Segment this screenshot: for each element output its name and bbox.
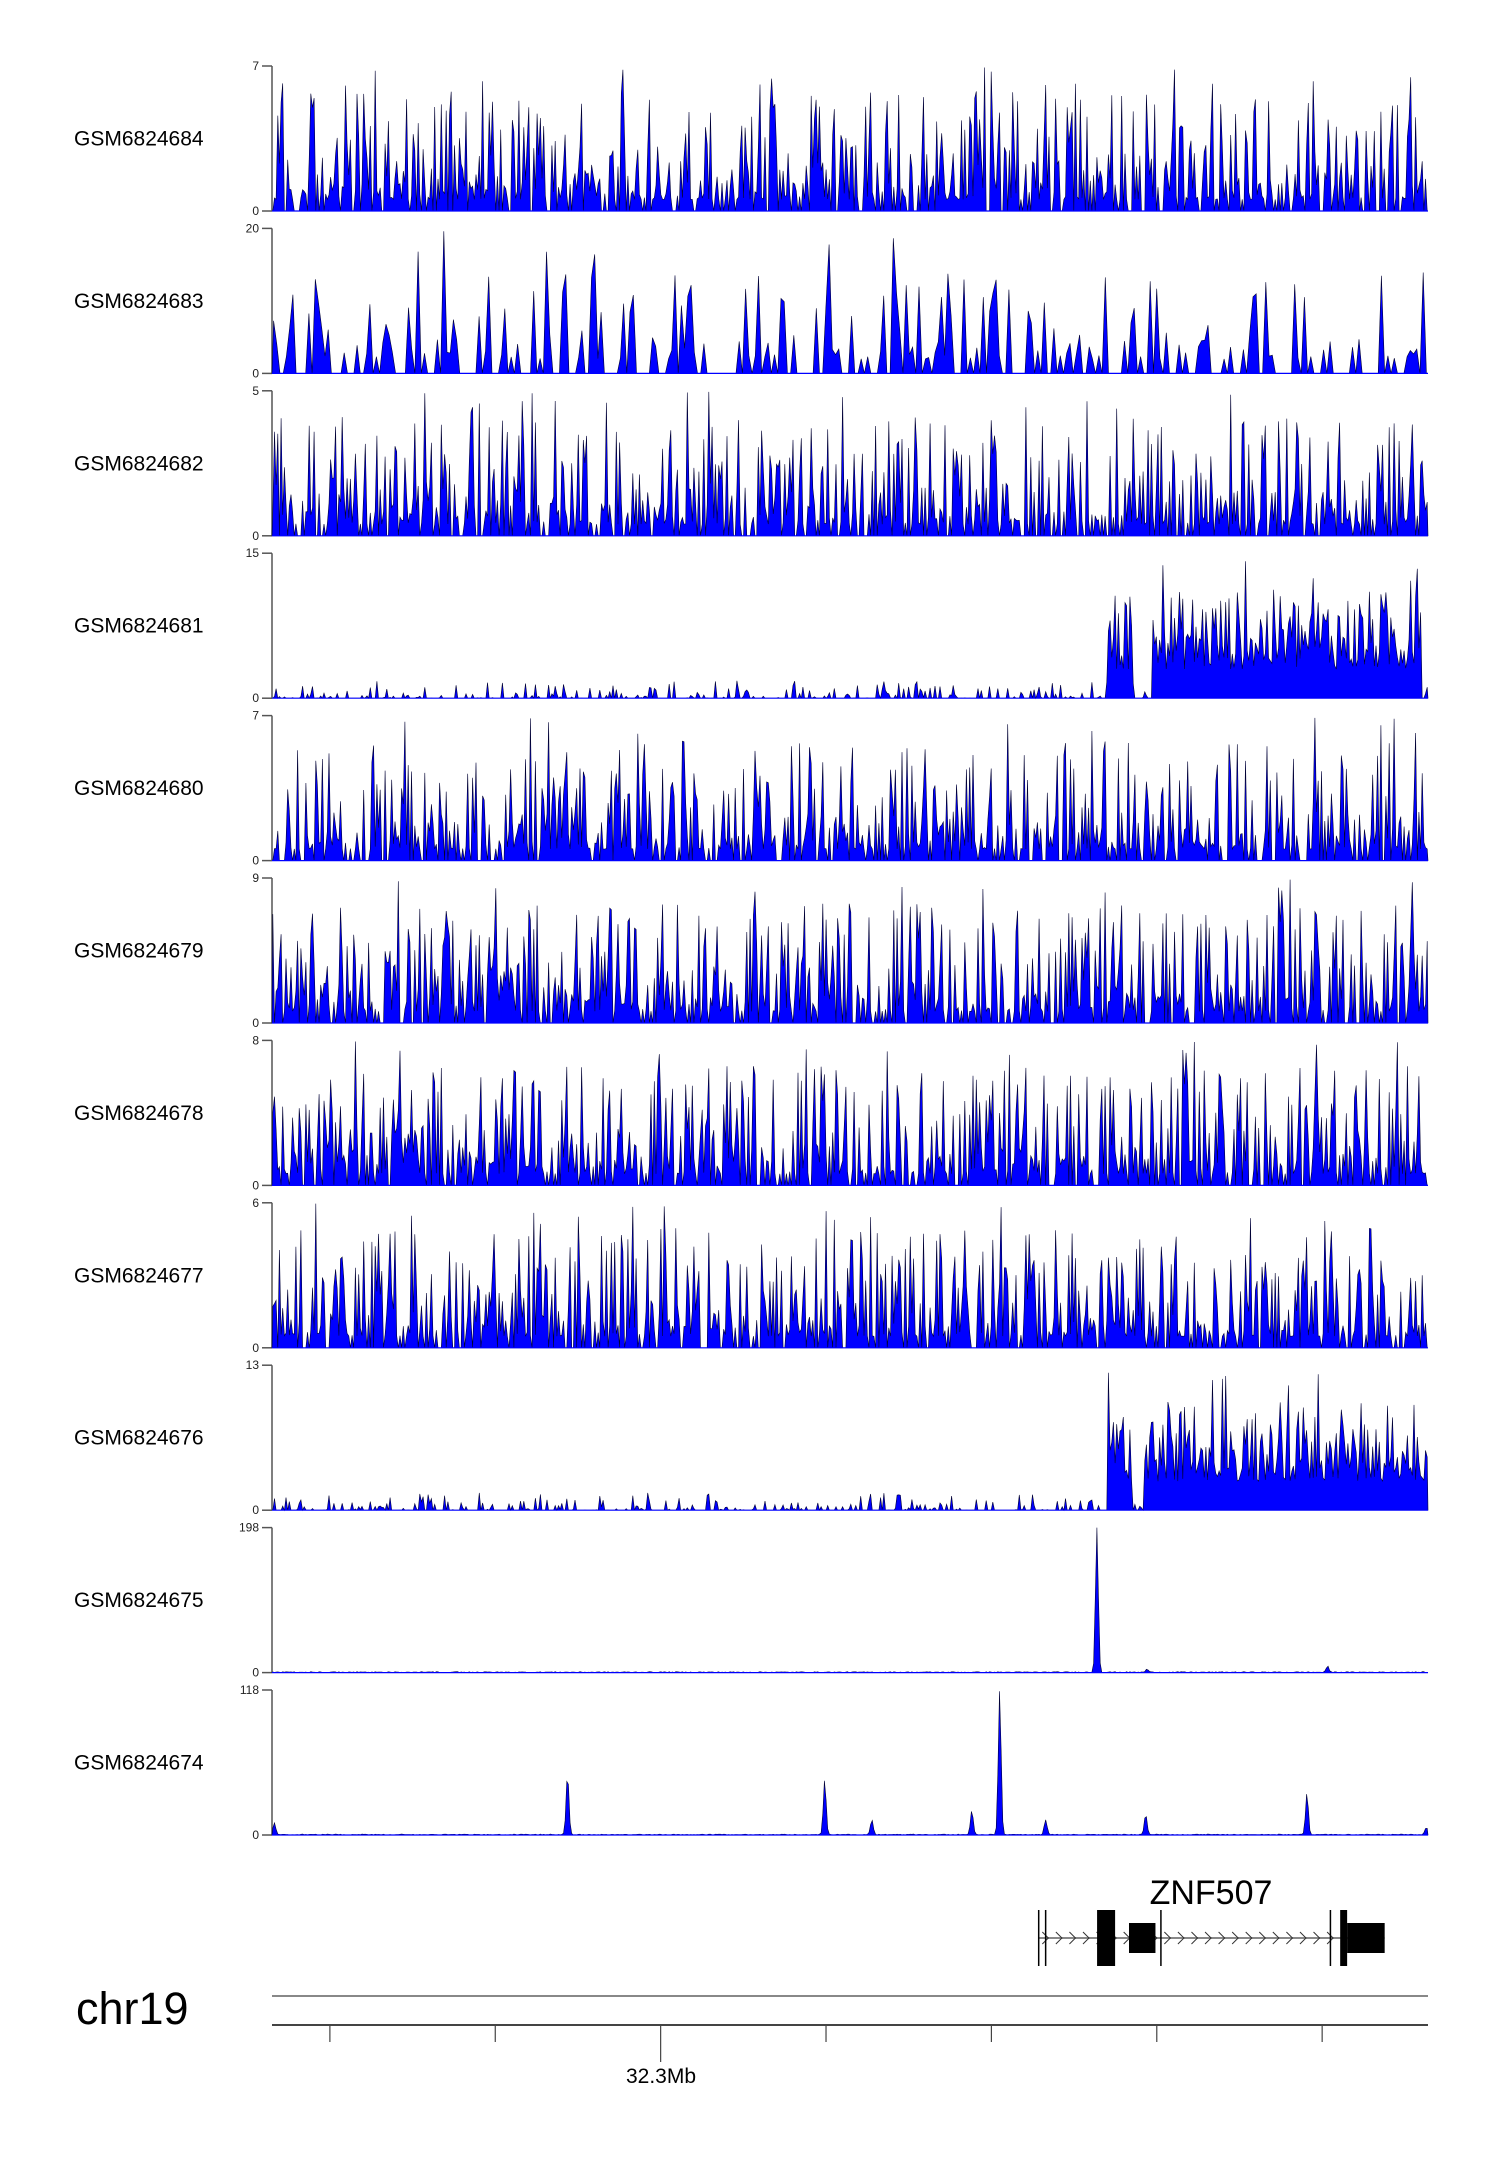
exon — [1097, 1910, 1116, 1966]
y-tick-label-max: 8 — [252, 1033, 259, 1047]
y-tick-label-min: 0 — [252, 1178, 259, 1192]
gene-annotation-track: ZNF507 — [1037, 1874, 1385, 1966]
y-tick-label-max: 198 — [239, 1521, 259, 1535]
y-tick-label-max: 20 — [246, 221, 260, 235]
track-GSM6824676: GSM6824676 13 0 — [74, 1358, 1429, 1517]
strand-arrow-icon — [1231, 1931, 1239, 1945]
strand-arrow-icon — [1326, 1931, 1334, 1945]
exon — [1128, 1923, 1156, 1953]
track-GSM6824679: GSM6824679 9 0 — [74, 871, 1429, 1030]
y-tick-label-max: 7 — [252, 709, 259, 723]
track-label: GSM6824675 — [74, 1589, 204, 1612]
track-GSM6824675: GSM6824675 198 0 — [74, 1521, 1429, 1680]
signal-area — [271, 1527, 1429, 1673]
y-tick-label-max: 7 — [252, 59, 259, 73]
strand-arrow-icon — [1245, 1931, 1253, 1945]
track-label: GSM6824677 — [74, 1264, 204, 1287]
signal-area — [271, 1203, 1428, 1349]
strand-arrow-icon — [1164, 1931, 1172, 1945]
track-label: GSM6824678 — [74, 1102, 204, 1125]
y-tick-label-min: 0 — [252, 1666, 259, 1680]
x-tick-label: 32.3Mb — [626, 2065, 696, 2088]
track-GSM6824684: GSM6824684 7 0 — [74, 59, 1428, 218]
strand-arrow-icon — [1069, 1931, 1077, 1945]
strand-arrow-icon — [1299, 1931, 1307, 1945]
signal-area — [271, 1041, 1428, 1186]
y-tick-label-min: 0 — [252, 204, 259, 218]
y-tick-label-max: 6 — [252, 1196, 259, 1210]
y-tick-label-min: 0 — [252, 1828, 259, 1842]
strand-arrow-icon — [1204, 1931, 1212, 1945]
track-GSM6824681: GSM6824681 15 0 — [74, 546, 1429, 705]
y-tick-label-min: 0 — [252, 691, 259, 705]
track-label: GSM6824680 — [74, 777, 204, 800]
track-GSM6824682: GSM6824682 5 0 — [74, 384, 1429, 543]
strand-arrow-icon — [1218, 1931, 1226, 1945]
signal-area — [272, 1372, 1429, 1512]
track-GSM6824680: GSM6824680 7 0 — [74, 709, 1429, 868]
track-label: GSM6824676 — [74, 1427, 204, 1450]
y-tick-label-min: 0 — [252, 1341, 259, 1355]
y-tick-label-max: 118 — [240, 1683, 259, 1697]
y-tick-label-min: 0 — [252, 1503, 259, 1517]
genome-axis: chr19 32.3Mb — [76, 1983, 1428, 2088]
strand-arrow-icon — [1313, 1931, 1321, 1945]
strand-arrow-icon — [1272, 1931, 1280, 1945]
signal-area — [271, 879, 1429, 1024]
track-GSM6824677: GSM6824677 6 0 — [74, 1196, 1428, 1355]
strand-arrow-icon — [1177, 1931, 1185, 1945]
signal-area — [272, 561, 1429, 700]
track-label: GSM6824681 — [74, 615, 204, 638]
exon — [1340, 1910, 1348, 1966]
track-label: GSM6824674 — [74, 1752, 204, 1775]
signal-tracks: GSM682468470GSM6824683200GSM682468250GSM… — [74, 59, 1429, 1842]
strand-arrow-icon — [1286, 1931, 1294, 1945]
signal-area — [272, 67, 1428, 212]
y-tick-label-max: 13 — [246, 1358, 260, 1372]
strand-arrow-icon — [1191, 1931, 1199, 1945]
y-tick-label-min: 0 — [252, 366, 259, 380]
y-tick-label-max: 9 — [252, 871, 259, 885]
strand-arrow-icon — [1082, 1931, 1090, 1945]
track-GSM6824674: GSM6824674 118 0 — [74, 1683, 1429, 1842]
track-label: GSM6824682 — [74, 452, 204, 475]
track-label: GSM6824679 — [74, 940, 204, 963]
strand-arrow-icon — [1055, 1931, 1063, 1945]
y-tick-label-min: 0 — [252, 529, 259, 543]
signal-area — [272, 717, 1429, 861]
signal-area — [271, 391, 1429, 537]
chromosome-label: chr19 — [76, 1983, 189, 2034]
track-label: GSM6824684 — [74, 128, 204, 151]
exon — [1347, 1923, 1385, 1953]
track-label: GSM6824683 — [74, 290, 204, 313]
gene-label: ZNF507 — [1150, 1874, 1273, 1912]
strand-arrow-icon — [1258, 1931, 1266, 1945]
y-tick-label-min: 0 — [252, 854, 259, 868]
strand-arrow-icon — [1041, 1931, 1050, 1945]
track-GSM6824683: GSM6824683 20 0 — [74, 221, 1428, 380]
y-tick-label-min: 0 — [252, 1016, 259, 1030]
signal-area — [271, 1691, 1429, 1836]
track-GSM6824678: GSM6824678 8 0 — [74, 1033, 1428, 1192]
y-tick-label-max: 5 — [252, 384, 259, 398]
y-tick-label-max: 15 — [246, 546, 260, 560]
signal-area — [271, 231, 1428, 374]
